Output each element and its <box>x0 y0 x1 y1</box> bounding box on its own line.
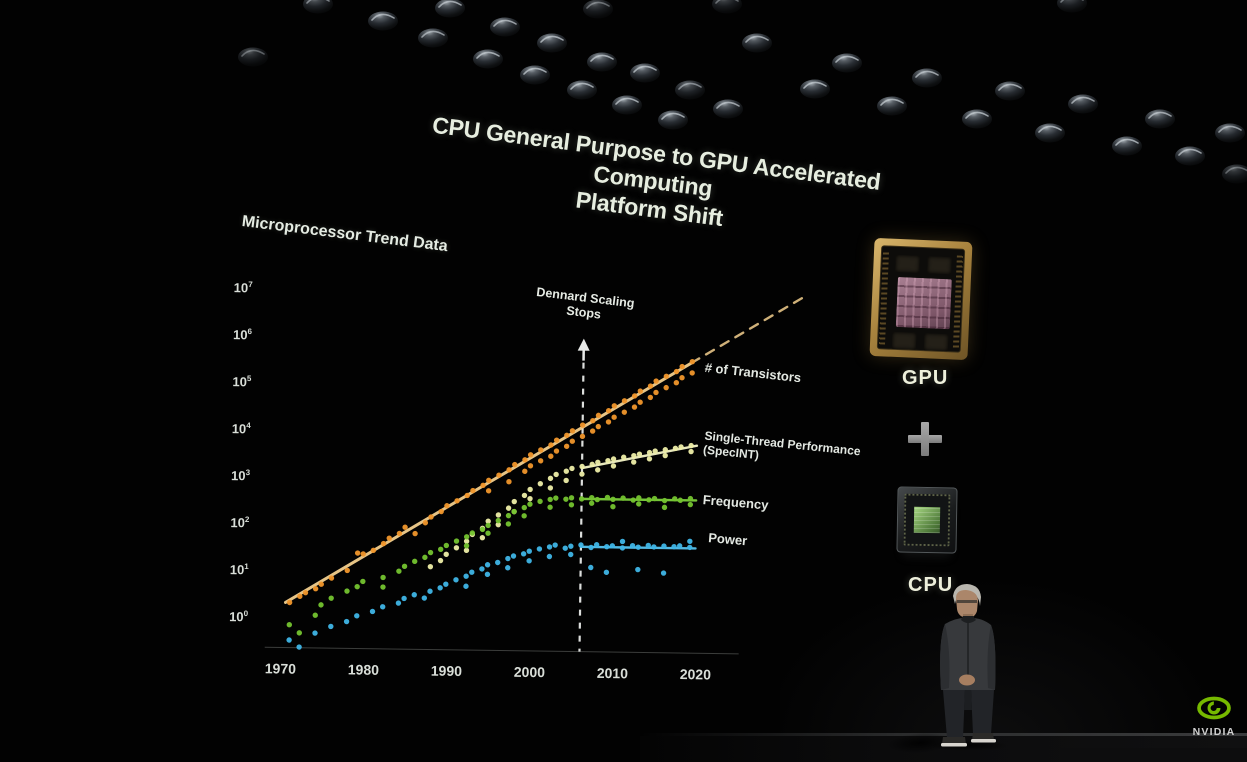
gpu-die <box>895 276 952 330</box>
gpu-hbm-block <box>895 254 920 273</box>
microprocessor-trend-chart: 107 106 105 104 103 102 101 100 1970 1980 1990 200… <box>222 266 861 705</box>
plus-vertical-bar <box>921 422 929 456</box>
cpu-package <box>903 493 951 547</box>
presenter <box>940 584 996 747</box>
y-tick-label: 102 <box>230 514 250 531</box>
gpu-hbm-block <box>891 331 917 350</box>
gpu-package <box>876 245 966 353</box>
x-tick-label: 2010 <box>596 664 629 682</box>
x-tick-label: 1990 <box>430 662 463 679</box>
gpu-pads-right <box>952 255 963 348</box>
cpu-label: CPU <box>908 574 954 596</box>
gpu-hbm-block <box>923 333 949 352</box>
cpu-die <box>913 506 941 534</box>
series-label-power: Power <box>707 530 748 549</box>
x-tick-label: 2000 <box>513 663 546 681</box>
x-tick-label: 1970 <box>264 660 297 677</box>
y-tick-label: 106 <box>232 326 253 343</box>
y-tick-label: 107 <box>233 279 253 296</box>
nvidia-logo-text: NVIDIA <box>1192 726 1236 738</box>
gpu-chip-image <box>869 237 973 361</box>
cpu-chip-image <box>896 486 958 554</box>
y-tick-label: 101 <box>229 561 249 578</box>
y-tick-label: 105 <box>232 373 252 390</box>
gpu-pads-left <box>878 252 889 345</box>
x-tick-label: 1980 <box>347 661 380 678</box>
stage-floor-corner <box>1060 748 1247 762</box>
chart-plot-area <box>264 295 806 655</box>
ceiling-lights <box>238 0 1247 184</box>
nvidia-eye-icon <box>1197 696 1231 720</box>
gpu-label: GPU <box>902 367 949 389</box>
plus-icon <box>908 422 942 456</box>
gpu-hbm-block <box>927 256 952 275</box>
stage-glow <box>780 560 1247 762</box>
x-tick-label: 2020 <box>679 666 712 683</box>
y-tick-label: 104 <box>231 420 251 437</box>
y-tick-label: 103 <box>230 467 251 484</box>
presenter-foot-shadow <box>930 740 1008 751</box>
y-tick-label: 100 <box>229 608 249 625</box>
nvidia-logo: NVIDIA <box>1185 696 1243 740</box>
